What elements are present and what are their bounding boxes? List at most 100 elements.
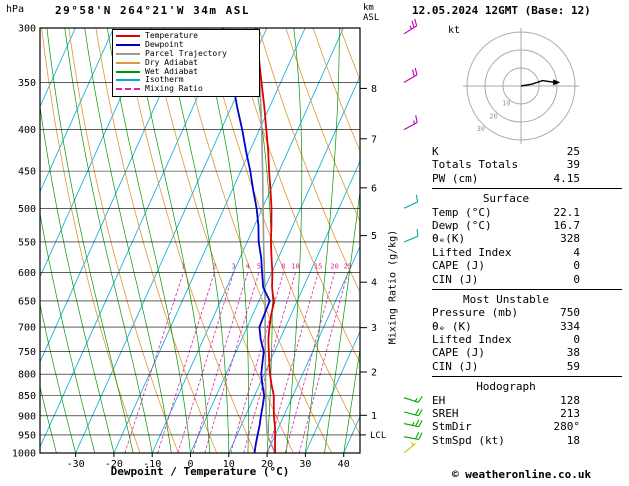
hodograph-trace: [520, 79, 556, 87]
stat-value: 4.15: [553, 171, 581, 185]
pressure-tick-label: 700: [18, 323, 36, 334]
pressure-tick-label: 350: [18, 78, 36, 89]
stat-row: CIN (J) 59: [432, 360, 580, 373]
stat-value: 334: [560, 319, 580, 333]
mixing-ratio-tick-label: 20: [330, 263, 338, 271]
stat-label: Dewp (°C): [432, 218, 492, 232]
background-grid: [40, 28, 360, 453]
km-tick-label: 8: [371, 84, 377, 95]
stat-label: CAPE (J): [432, 259, 485, 273]
pressure-tick-label: 650: [18, 296, 36, 307]
section-divider: [432, 188, 622, 190]
mixing-ratio-lines: [124, 272, 349, 453]
station-location: 29°58'N 264°21'W 34m ASL: [55, 4, 250, 17]
wind-barb: [403, 408, 423, 417]
temperature-tick-label: 20: [261, 459, 273, 470]
altitude-axis-unit: km ASL: [363, 3, 380, 23]
stat-row: Lifted Index 0: [432, 333, 580, 346]
stat-row: PW (cm) 4.15: [432, 172, 580, 185]
run-datetime: 12.05.2024 12GMT (Base: 12): [412, 4, 591, 17]
pressure-gridlines: [40, 28, 360, 453]
wind-barb: [403, 115, 418, 131]
legend-item-wet-adiabat: Wet Adiabat: [116, 67, 256, 76]
stat-section-title: Surface: [482, 192, 530, 206]
legend: Temperature Dewpoint Parcel Trajectory Dry …: [112, 29, 260, 97]
stat-label: EH: [432, 393, 446, 407]
stat-row: StmSpd (kt) 18: [432, 434, 580, 447]
stat-row: Totals Totals 39: [432, 158, 580, 171]
stat-row: EH 128: [432, 394, 580, 407]
stat-label: CIN (J): [432, 272, 479, 286]
mixing-ratio-labels: 1 2 3 4 5 8 10 15 20 25: [181, 263, 352, 271]
stat-value: 0: [573, 259, 580, 273]
pressure-tick-label: 950: [18, 430, 36, 441]
mixing-ratio-tick-label: 3: [231, 263, 235, 271]
stat-value: 22.1: [553, 205, 581, 219]
stat-row: Lifted Index 4: [432, 246, 580, 259]
temperature-tick-label: 30: [299, 459, 311, 470]
stat-label: StmDir: [432, 420, 472, 434]
hodograph-ring-label: 10: [502, 100, 510, 108]
stat-label: PW (cm): [432, 171, 479, 185]
wind-barb: [403, 431, 423, 440]
stat-value: 18: [566, 433, 580, 447]
mixing-ratio-tick-label: 25: [344, 263, 352, 271]
pressure-tick-label: 300: [18, 24, 36, 35]
sounding-curves: [221, 28, 277, 453]
legend-line-swatch: [116, 79, 140, 82]
stat-row: CIN (J) 0: [432, 273, 580, 286]
pressure-tick-label: 850: [18, 391, 36, 402]
stat-value: 0: [573, 272, 580, 286]
stat-value: 25: [566, 145, 580, 158]
pressure-tick-label: 800: [18, 370, 36, 381]
stat-value: 39: [566, 158, 580, 172]
mixing-ratio-tick-label: 2: [212, 263, 216, 271]
wind-barb: [403, 395, 423, 403]
legend-label: Isotherm: [145, 75, 184, 85]
legend-item-dewpoint: Dewpoint: [116, 41, 256, 50]
legend-line-swatch: [116, 52, 140, 55]
mixing-ratio-tick-label: 10: [291, 263, 299, 271]
stat-row: Dewp (°C) 16.7: [432, 219, 580, 232]
legend-label: Temperature: [145, 31, 198, 41]
temperature-tick-label: 10: [223, 459, 235, 470]
temperature-tick-label: -30: [67, 459, 85, 470]
stat-value: 280°: [553, 420, 581, 434]
stat-row: K 25: [432, 145, 580, 158]
legend-label: Dewpoint: [145, 40, 184, 50]
section-divider: [432, 376, 622, 378]
stat-label: θₑ(K): [432, 232, 466, 246]
wind-barb: [403, 18, 418, 35]
legend-item-temperature: Temperature: [116, 32, 256, 41]
axis-tick-labels: 3003504004505005506006507007508008509009…: [12, 24, 386, 471]
km-tick-label: 6: [371, 183, 377, 194]
indices-panel: K 25 Totals Totals 39 PW (cm) 4.15 Surface Temp…: [432, 145, 622, 447]
parcel-trajectory-curve: [256, 28, 276, 453]
stat-value: 750: [560, 306, 580, 320]
stat-value: 4: [573, 245, 580, 259]
hodograph-ring-label: 20: [489, 113, 497, 121]
wind-barb: [403, 441, 416, 454]
stat-row: StmDir 280°: [432, 420, 580, 433]
mixing-ratio-tick-label: 8: [281, 263, 285, 271]
legend-item-dry-adiabat: Dry Adiabat: [116, 58, 256, 67]
mixing-ratio-axis-title: Mixing Ratio (g/kg): [387, 229, 399, 345]
temperature-tick-label: 40: [338, 459, 350, 470]
mixing-ratio-tick-label: 4: [246, 263, 250, 271]
legend-line-swatch: [116, 35, 140, 38]
stat-label: StmSpd (kt): [432, 433, 505, 447]
wind-barb: [403, 419, 423, 428]
stat-row: CAPE (J) 0: [432, 259, 580, 272]
legend-label: Wet Adiabat: [145, 66, 198, 76]
legend-line-swatch: [116, 61, 140, 64]
legend-line-swatch: [116, 70, 140, 73]
stat-label: Lifted Index: [432, 333, 512, 347]
legend-item-mixing-ratio: Mixing Ratio: [116, 85, 256, 94]
km-tick-label: 4: [371, 278, 377, 289]
pressure-tick-label: 500: [18, 204, 36, 215]
pressure-tick-label: 450: [18, 167, 36, 178]
mixing-ratio-tick-label: 15: [314, 263, 322, 271]
temperature-curve: [254, 28, 277, 453]
stat-row: Temp (°C) 22.1: [432, 206, 580, 219]
